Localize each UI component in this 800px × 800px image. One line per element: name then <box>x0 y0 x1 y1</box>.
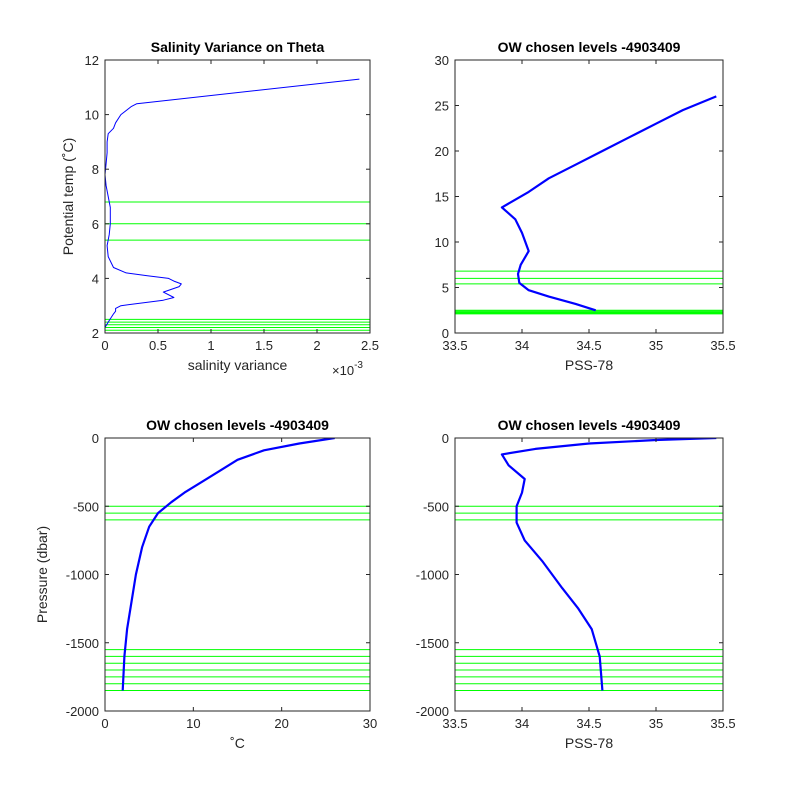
series-line <box>500 95 717 312</box>
y-tick-label: 6 <box>92 217 99 232</box>
x-tick-label: 0.5 <box>149 338 167 353</box>
y-tick-label: 8 <box>92 162 99 177</box>
y-tick-label: -1000 <box>416 568 449 583</box>
y-tick-label: 12 <box>85 53 99 68</box>
y-tick-label: -500 <box>73 499 99 514</box>
x-tick-label: 33.5 <box>442 716 467 731</box>
x-tick-label: 34 <box>515 338 529 353</box>
x-tick-label: 2 <box>313 338 320 353</box>
chart-title: OW chosen levels -4903409 <box>146 417 329 433</box>
x-tick-label: 34.5 <box>576 716 601 731</box>
axes-box <box>454 59 724 334</box>
chart-title: Salinity Variance on Theta <box>151 39 325 55</box>
plot-area <box>455 438 723 692</box>
y-tick-label: -1500 <box>66 636 99 651</box>
y-tick-label: 4 <box>92 271 99 286</box>
axes-box <box>104 59 371 334</box>
y-tick-label: 0 <box>92 431 99 446</box>
x-tick-label: 0 <box>101 338 108 353</box>
x-tick-label: 35.5 <box>710 716 735 731</box>
x-tick-label: 30 <box>363 716 377 731</box>
x-tick-label: 33.5 <box>442 338 467 353</box>
y-tick-label: -500 <box>423 499 449 514</box>
x-axis-label: ˚C <box>230 735 245 751</box>
chart-title: OW chosen levels -4903409 <box>498 417 681 433</box>
x-axis-label: PSS-78 <box>565 357 613 373</box>
chart-panel-2: 33.5 34 34.5 35 35.5 0 5 10 15 20 25 30 OW chosen le… <box>435 39 736 373</box>
y-tick-label: 0 <box>442 326 449 341</box>
plot-area <box>105 78 370 331</box>
chart-title: OW chosen levels -4903409 <box>498 39 681 55</box>
x-tick-label: 1 <box>207 338 214 353</box>
chart-panel-1: 0 0.5 1 1.5 2 2.5 2 4 6 8 10 12 Salinity Variance on… <box>60 39 379 378</box>
y-tick-label: -1000 <box>66 568 99 583</box>
series-line <box>121 438 335 691</box>
x-tick-label: 1.5 <box>255 338 273 353</box>
chart-panel-3: 0 10 20 30 -2000 -1500 -1000 -500 0 OW chosen lev… <box>34 417 377 751</box>
x-tick-label: 20 <box>274 716 288 731</box>
plot-area <box>455 95 723 315</box>
x-axis-label: salinity variance <box>188 357 288 373</box>
x-axis-label: PSS-78 <box>565 735 613 751</box>
y-tick-label: 5 <box>442 281 449 296</box>
x-tick-label: 35.5 <box>710 338 735 353</box>
y-tick-label: 10 <box>435 235 449 250</box>
y-tick-label: 2 <box>92 326 99 341</box>
x-tick-label: 10 <box>186 716 200 731</box>
y-tick-label: -2000 <box>66 704 99 719</box>
y-tick-label: -2000 <box>416 704 449 719</box>
y-tick-label: 30 <box>435 53 449 68</box>
x-tick-label: 0 <box>101 716 108 731</box>
chart-panel-4: 33.5 34 34.5 35 35.5 -2000 -1500 -1000 -500 0 OW c… <box>416 417 736 751</box>
y-axis-label: Pressure (dbar) <box>34 526 50 623</box>
series-line <box>105 78 360 328</box>
x-tick-label: 34.5 <box>576 338 601 353</box>
x-tick-label: 35 <box>649 338 663 353</box>
x-exponent-label: ×10-3 <box>332 360 363 378</box>
y-tick-label: 0 <box>442 431 449 446</box>
y-tick-label: 25 <box>435 99 449 114</box>
plot-area <box>105 438 370 692</box>
series-line <box>500 438 717 691</box>
x-tick-label: 2.5 <box>361 338 379 353</box>
y-tick-label: 10 <box>85 108 99 123</box>
y-tick-label: -1500 <box>416 636 449 651</box>
x-tick-label: 35 <box>649 716 663 731</box>
y-tick-label: 15 <box>435 190 449 205</box>
x-exponent-power: -3 <box>354 360 363 371</box>
x-tick-label: 34 <box>515 716 529 731</box>
y-axis-label: Potential temp (˚C) <box>60 138 76 255</box>
y-tick-label: 20 <box>435 144 449 159</box>
